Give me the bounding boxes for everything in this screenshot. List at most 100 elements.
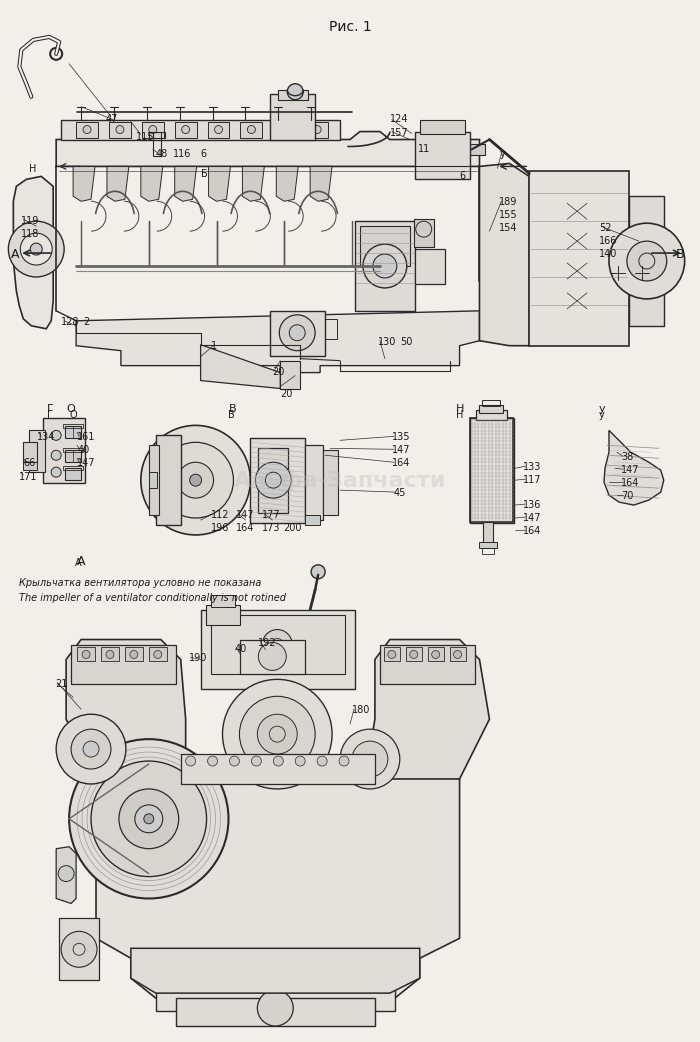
- Text: 147: 147: [524, 513, 542, 523]
- Bar: [323, 450, 338, 515]
- Text: Г: Г: [47, 404, 54, 415]
- Text: 116: 116: [173, 149, 191, 159]
- Bar: [468, 144, 486, 155]
- Bar: [109, 122, 131, 138]
- Text: 48: 48: [156, 149, 168, 159]
- Text: A: A: [77, 555, 85, 568]
- Bar: [156, 436, 181, 525]
- Circle shape: [609, 223, 685, 299]
- Polygon shape: [310, 167, 332, 201]
- Polygon shape: [175, 167, 197, 201]
- Bar: [63, 466, 83, 470]
- Circle shape: [280, 126, 288, 133]
- Circle shape: [230, 756, 239, 766]
- Text: 118: 118: [21, 229, 40, 240]
- Circle shape: [82, 650, 90, 659]
- Circle shape: [51, 467, 61, 477]
- Text: 147: 147: [392, 445, 410, 455]
- Circle shape: [432, 650, 440, 659]
- Bar: [482, 548, 494, 554]
- Circle shape: [144, 814, 154, 824]
- Bar: [240, 122, 262, 138]
- Bar: [101, 647, 119, 662]
- Bar: [71, 645, 176, 685]
- Circle shape: [388, 650, 395, 659]
- Circle shape: [91, 761, 206, 876]
- Text: Крыльчатка вентилятора условно не показана: Крыльчатка вентилятора условно не показа…: [20, 577, 262, 588]
- Text: 6: 6: [201, 149, 206, 159]
- Circle shape: [154, 650, 162, 659]
- Polygon shape: [201, 345, 280, 389]
- Circle shape: [149, 126, 157, 133]
- Text: Г: Г: [47, 411, 53, 420]
- Bar: [251, 439, 305, 523]
- Polygon shape: [61, 120, 340, 140]
- Bar: [384, 647, 400, 662]
- Text: 112: 112: [211, 510, 229, 520]
- Text: 196: 196: [211, 523, 229, 534]
- Text: 140: 140: [599, 249, 617, 259]
- Text: 200: 200: [284, 523, 302, 534]
- Bar: [484, 522, 494, 544]
- Circle shape: [182, 126, 190, 133]
- Bar: [475, 411, 507, 420]
- Text: 50: 50: [400, 337, 412, 347]
- Polygon shape: [480, 164, 529, 346]
- Bar: [420, 120, 465, 133]
- Text: 40: 40: [234, 644, 246, 653]
- Bar: [258, 448, 288, 513]
- Polygon shape: [56, 131, 480, 167]
- Text: В: В: [228, 411, 235, 420]
- Circle shape: [410, 650, 418, 659]
- Circle shape: [71, 729, 111, 769]
- Circle shape: [106, 650, 114, 659]
- Bar: [270, 311, 325, 355]
- Circle shape: [454, 650, 461, 659]
- Polygon shape: [276, 167, 298, 201]
- Polygon shape: [365, 640, 489, 779]
- Text: 171: 171: [20, 472, 38, 482]
- Text: A: A: [75, 557, 82, 568]
- Circle shape: [61, 932, 97, 967]
- Bar: [76, 122, 98, 138]
- Circle shape: [214, 126, 223, 133]
- Circle shape: [258, 643, 286, 670]
- Circle shape: [363, 244, 407, 288]
- Text: 40: 40: [77, 445, 90, 455]
- Text: 115: 115: [136, 131, 155, 142]
- Text: 119: 119: [21, 216, 40, 226]
- Bar: [142, 122, 164, 138]
- Text: 134: 134: [37, 432, 55, 443]
- Polygon shape: [56, 847, 76, 903]
- Circle shape: [289, 325, 305, 341]
- Circle shape: [30, 243, 42, 255]
- Text: 177: 177: [262, 510, 281, 520]
- Circle shape: [141, 425, 251, 535]
- Bar: [149, 472, 157, 488]
- Text: 20: 20: [272, 367, 285, 376]
- Text: у: у: [599, 411, 605, 420]
- Circle shape: [116, 126, 124, 133]
- Circle shape: [190, 474, 202, 487]
- Circle shape: [58, 866, 74, 882]
- Circle shape: [247, 126, 256, 133]
- Bar: [23, 442, 37, 463]
- Bar: [125, 647, 143, 662]
- Polygon shape: [131, 948, 420, 993]
- Circle shape: [158, 442, 234, 518]
- Circle shape: [69, 739, 228, 898]
- Polygon shape: [13, 176, 53, 329]
- Bar: [470, 419, 513, 522]
- Polygon shape: [141, 167, 162, 201]
- Text: B: B: [676, 248, 685, 262]
- Text: Альфа-Запчасти: Альфа-Запчасти: [234, 470, 446, 491]
- Bar: [360, 226, 410, 266]
- Text: Б: Б: [201, 170, 207, 179]
- Text: 147: 147: [621, 465, 639, 475]
- Text: О: О: [69, 411, 77, 420]
- Text: 130: 130: [378, 337, 396, 347]
- Bar: [181, 754, 375, 784]
- Circle shape: [208, 756, 218, 766]
- Circle shape: [295, 756, 305, 766]
- Circle shape: [317, 756, 327, 766]
